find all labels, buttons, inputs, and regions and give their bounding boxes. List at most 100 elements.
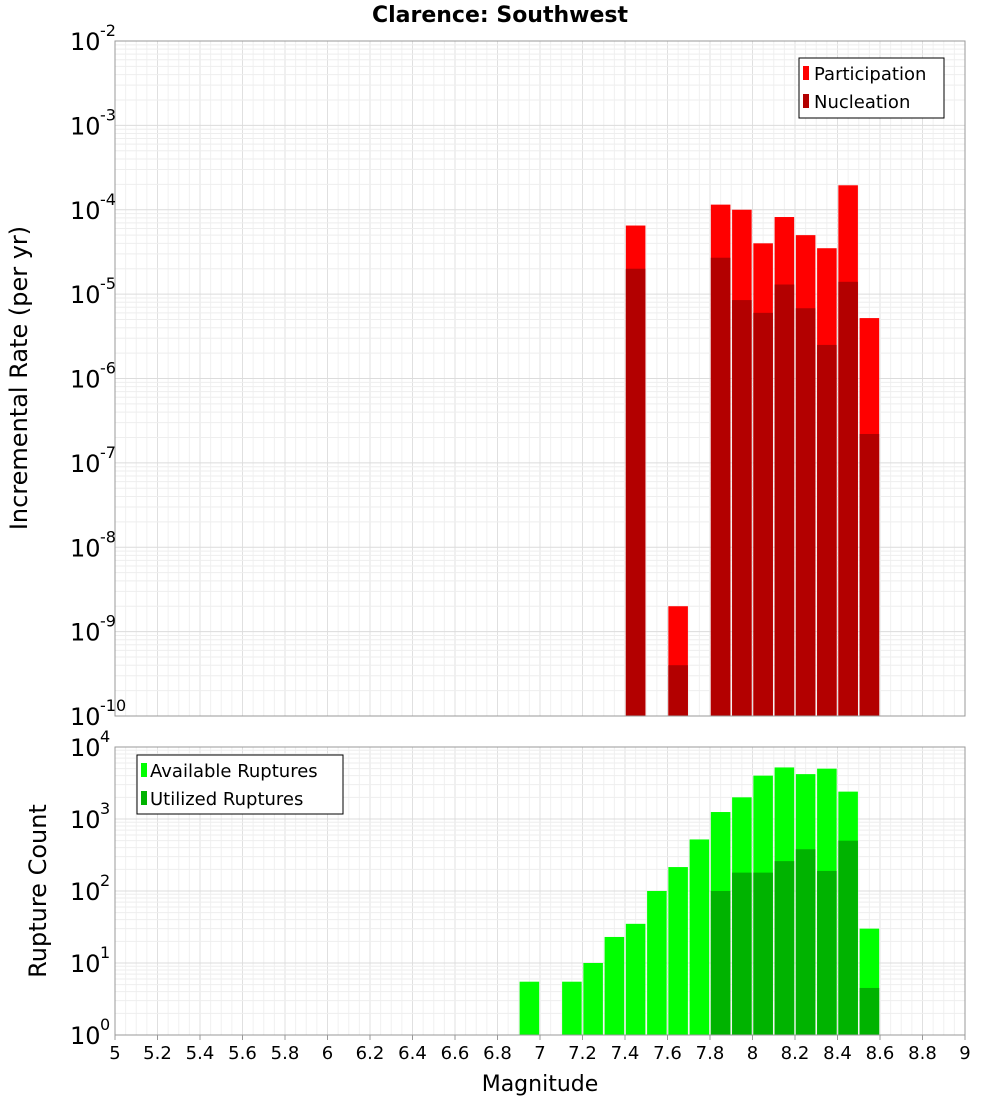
bar-secondary-14 xyxy=(838,840,858,1035)
y-tick-label: 10 xyxy=(70,1022,101,1050)
x-tick-label: 7.8 xyxy=(696,1043,725,1064)
x-tick-label: 6.2 xyxy=(356,1043,385,1064)
y-tick-label: 10 xyxy=(70,734,101,762)
bar-secondary-6 xyxy=(795,308,816,716)
legend-swatch-available xyxy=(141,763,147,777)
y-tick-label: 10 xyxy=(70,450,101,478)
x-tick-label: 8.4 xyxy=(823,1043,852,1064)
chart-title: Clarence: Southwest xyxy=(372,3,629,28)
y-tick-label: 10 xyxy=(70,806,101,834)
bar-secondary-12 xyxy=(795,849,816,1035)
y-tick-exponent: -4 xyxy=(100,190,116,209)
rate-chart-legend-box xyxy=(798,57,945,119)
y-tick-exponent: -5 xyxy=(100,274,116,293)
x-tick-label: 6.6 xyxy=(441,1043,470,1064)
x-tick-label: 7 xyxy=(534,1043,545,1064)
y-tick-label: 10 xyxy=(70,366,101,394)
x-axis-label: Magnitude xyxy=(482,1072,599,1097)
legend-label-nucleation: Nucleation xyxy=(814,92,910,113)
count-chart-legend-box xyxy=(136,754,344,815)
legend-label-participation: Participation xyxy=(814,64,926,85)
rate-chart-grid xyxy=(114,41,966,717)
y-tick-label: 10 xyxy=(70,28,101,56)
bar-secondary-5 xyxy=(774,284,795,716)
bar-primary-5 xyxy=(647,891,667,1035)
bar-primary-7 xyxy=(689,839,710,1035)
bar-secondary-8 xyxy=(710,891,731,1035)
y-tick-exponent: 2 xyxy=(100,871,110,890)
y-tick-exponent: -10 xyxy=(100,696,126,715)
x-tick-label: 7.2 xyxy=(568,1043,597,1064)
bar-secondary-9 xyxy=(859,433,880,716)
bar-secondary-1 xyxy=(668,665,688,716)
rate-chart-plot-area xyxy=(114,40,966,717)
x-tick-label: 5.2 xyxy=(143,1043,172,1064)
x-tick-label: 5.6 xyxy=(228,1043,257,1064)
count-chart-bars xyxy=(519,767,880,1035)
y-tick-label: 10 xyxy=(70,197,101,225)
bar-secondary-13 xyxy=(817,870,837,1035)
count-chart-legend: Available Ruptures Utilized Ruptures xyxy=(136,754,344,815)
bar-secondary-3 xyxy=(732,300,752,716)
bar-primary-0 xyxy=(519,981,540,1035)
rate-chart-y-label: Incremental Rate (per yr) xyxy=(5,226,33,530)
x-tick-label: 7.4 xyxy=(611,1043,640,1064)
rate-chart-bars xyxy=(625,185,880,717)
bar-primary-4 xyxy=(625,923,646,1035)
rate-chart-legend: Participation Nucleation xyxy=(798,57,945,119)
bar-secondary-15 xyxy=(859,987,880,1035)
x-tick-label: 5.8 xyxy=(271,1043,300,1064)
y-tick-exponent: -9 xyxy=(100,612,116,631)
legend-swatch-participation xyxy=(803,66,809,80)
x-tick-label: 8.8 xyxy=(908,1043,937,1064)
x-tick-label: 9 xyxy=(959,1043,970,1064)
y-tick-label: 10 xyxy=(70,950,101,978)
x-tick-label: 8.2 xyxy=(781,1043,810,1064)
bar-secondary-0 xyxy=(625,268,646,716)
x-tick-label: 8 xyxy=(747,1043,758,1064)
y-tick-label: 10 xyxy=(70,619,101,647)
bar-secondary-8 xyxy=(838,281,858,716)
y-tick-exponent: 3 xyxy=(100,799,110,818)
y-tick-exponent: -3 xyxy=(100,105,116,124)
x-tick-label: 6.4 xyxy=(398,1043,427,1064)
bar-primary-2 xyxy=(583,963,603,1035)
bar-secondary-10 xyxy=(753,872,773,1035)
y-tick-label: 10 xyxy=(70,703,101,731)
count-chart-y-label: Rupture Count xyxy=(24,804,52,978)
y-tick-exponent: -8 xyxy=(100,527,116,546)
bar-secondary-7 xyxy=(817,344,837,716)
x-tick-label: 5 xyxy=(109,1043,120,1064)
x-tick-label: 6.8 xyxy=(483,1043,512,1064)
bar-secondary-11 xyxy=(774,861,795,1035)
bar-secondary-2 xyxy=(710,257,731,716)
y-tick-label: 10 xyxy=(70,534,101,562)
count-chart-x-ticks: 5 5.2 5.4 5.6 5.8 6 6.2 6.4 6.6 6.8 7 7.2 7.4 7.6 7.8 8… xyxy=(109,1035,971,1064)
y-tick-exponent: -7 xyxy=(100,443,116,462)
legend-swatch-nucleation xyxy=(803,94,809,108)
bar-primary-1 xyxy=(562,981,582,1035)
x-tick-label: 6 xyxy=(322,1043,333,1064)
bar-secondary-4 xyxy=(753,312,773,716)
y-tick-exponent: -6 xyxy=(100,359,116,378)
y-tick-label: 10 xyxy=(70,878,101,906)
bar-primary-6 xyxy=(668,867,688,1035)
bar-primary-3 xyxy=(604,936,625,1035)
x-tick-label: 8.6 xyxy=(866,1043,895,1064)
y-tick-label: 10 xyxy=(70,112,101,140)
y-tick-exponent: 1 xyxy=(100,943,110,962)
y-tick-exponent: -2 xyxy=(100,21,116,40)
x-tick-label: 5.4 xyxy=(186,1043,215,1064)
legend-label-available: Available Ruptures xyxy=(150,761,318,782)
legend-label-utilized: Utilized Ruptures xyxy=(150,789,303,810)
x-tick-label: 7.6 xyxy=(653,1043,682,1064)
y-tick-exponent: 4 xyxy=(100,727,110,746)
bar-secondary-9 xyxy=(732,872,752,1035)
y-tick-exponent: 0 xyxy=(100,1015,110,1034)
legend-swatch-utilized xyxy=(141,791,147,805)
